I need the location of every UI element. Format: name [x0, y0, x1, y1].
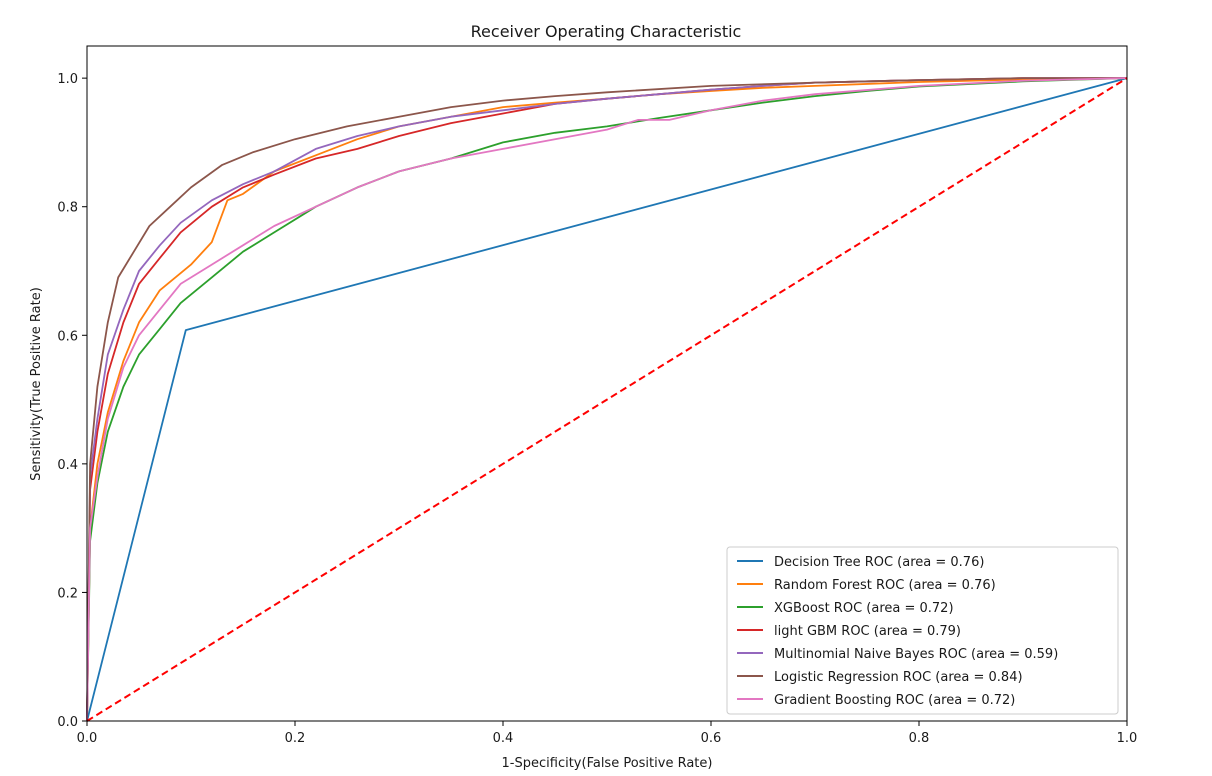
legend: Decision Tree ROC (area = 0.76) Random Fo… — [726, 546, 1119, 715]
y-tick-label: 1.0 — [57, 72, 78, 87]
y-tick-label: 0.6 — [57, 329, 78, 344]
legend-entry-label: Decision Tree ROC (area = 0.76) — [774, 555, 984, 570]
series-line-5 — [86, 77, 1127, 722]
chart-title: Receiver Operating Characteristic — [471, 22, 742, 41]
y-axis-label: Sensitivity(True Positive Rate) — [29, 287, 44, 481]
legend-entry-label: XGBoost ROC (area = 0.72) — [774, 601, 954, 616]
x-tick-label: 0.0 — [77, 731, 98, 746]
legend-entry-label: Gradient Boosting ROC (area = 0.72) — [774, 693, 1015, 708]
x-tick-label: 0.8 — [909, 731, 930, 746]
legend-entry-label: Logistic Regression ROC (area = 0.84) — [774, 670, 1023, 685]
x-axis-label: 1-Specificity(False Positive Rate) — [502, 756, 713, 771]
legend-box — [726, 546, 1119, 715]
legend-entry-label: Multinomial Naive Bayes ROC (area = 0.59… — [774, 647, 1058, 662]
reference-diagonal — [86, 77, 1128, 722]
plot-frame — [86, 45, 1128, 722]
y-tick-label: 0.4 — [57, 458, 78, 473]
x-tick-label: 0.4 — [493, 731, 514, 746]
y-tick-label: 0.2 — [57, 586, 78, 601]
legend-entry-label: light GBM ROC (area = 0.79) — [774, 624, 961, 639]
series-line-6 — [86, 77, 1128, 722]
x-axis-ticks: 0.0 0.2 0.4 0.6 0.8 1.0 — [77, 721, 1138, 746]
legend-entry-label: Random Forest ROC (area = 0.76) — [774, 578, 996, 593]
y-tick-label: 0.0 — [57, 715, 78, 730]
x-tick-label: 0.2 — [285, 731, 306, 746]
series-line-0 — [86, 77, 1128, 722]
series-line-4 — [86, 77, 1127, 722]
x-tick-label: 1.0 — [1117, 731, 1138, 746]
series-line-1 — [86, 77, 1128, 722]
plot-lines — [86, 77, 1128, 722]
x-tick-label: 0.6 — [701, 731, 722, 746]
y-axis-ticks: 0.0 0.2 0.4 0.6 0.8 1.0 — [57, 72, 87, 730]
y-tick-label: 0.8 — [57, 201, 78, 216]
